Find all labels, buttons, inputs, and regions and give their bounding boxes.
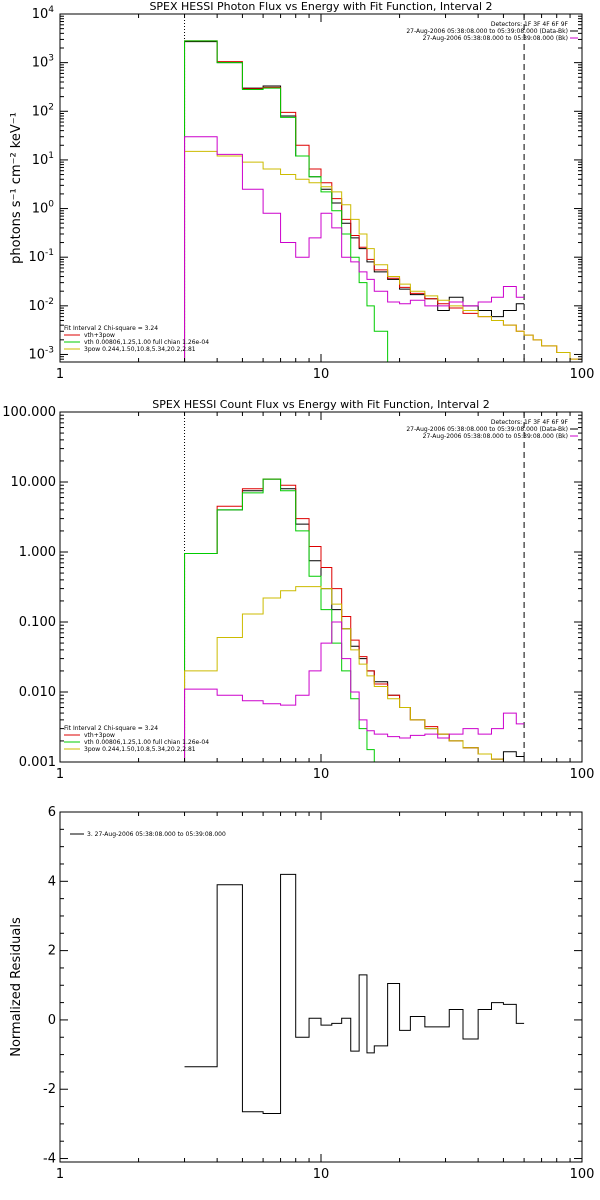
- info-text: 3pow 0.244,1.50,10.8,5.34,20.2,2.81: [84, 746, 196, 753]
- x-tick-label: 1: [56, 1167, 64, 1182]
- chart-2: SPEX HESSI Count Flux vs Energy with Fit…: [2, 398, 594, 782]
- y-tick-label: 104: [32, 5, 55, 22]
- series-line: [184, 873, 525, 1114]
- x-tick-label: 1: [56, 367, 64, 382]
- x-tick-label: 100: [570, 767, 595, 782]
- chart-title: SPEX HESSI Count Flux vs Energy with Fit…: [152, 398, 489, 411]
- series-line: [184, 136, 525, 362]
- y-tick-label: 100: [32, 200, 55, 217]
- series-line: [184, 478, 375, 762]
- info-text: vth 0.00806,1.25,1.00 full chian 1.26e-0…: [84, 339, 209, 346]
- info-text: 27-Aug-2006 05:38:08.000 to 05:39:08.000…: [423, 433, 568, 440]
- y-tick-label: -2: [43, 1082, 56, 1097]
- y-tick-label: 103: [32, 54, 54, 71]
- info-text: Detectors: 1F 3F 4F 6F 9F: [491, 419, 569, 426]
- y-tick-label: 10.000: [11, 475, 57, 490]
- y-tick-label: 4: [48, 874, 56, 889]
- plot-area: [184, 478, 525, 762]
- y-tick-label: 102: [32, 102, 54, 119]
- series-line: [184, 478, 525, 762]
- y-tick-label: 101: [32, 151, 54, 168]
- y-tick-label: 1.000: [19, 545, 56, 560]
- plot-frame: [59, 811, 583, 1163]
- info-text: Fit Interval 2 Chi-square = 3.24: [64, 725, 158, 732]
- y-tick-label: 10-1: [28, 248, 54, 265]
- chart-3: 1 10 100 -4 -2 0 2 4 6 Normalized Residuals 3. 27-…: [9, 805, 594, 1182]
- y-axis-label: Normalized Residuals: [9, 917, 24, 1057]
- x-tick-label: 10: [313, 367, 330, 382]
- series-line: [184, 586, 517, 762]
- info-text: 27-Aug-2006 05:38:08.000 to 05:39:08.000…: [406, 426, 568, 433]
- info-text: vth+3pow: [84, 732, 115, 739]
- x-tick-label: 100: [570, 367, 595, 382]
- info-text: Fit Interval 2 Chi-square = 3.24: [64, 325, 158, 332]
- series-line: [184, 150, 582, 362]
- y-tick-label: 10-2: [28, 297, 54, 314]
- info-text: 27-Aug-2006 05:38:08.000 to 05:39:08.000…: [423, 35, 568, 42]
- x-tick-label: 1: [56, 767, 64, 782]
- info-text: Detectors: 1F 3F 4F 6F 9F: [491, 21, 569, 28]
- y-tick-label: 10-3: [28, 345, 54, 362]
- plot-area: [184, 873, 525, 1114]
- info-text: 27-Aug-2006 05:38:08.000 to 05:39:08.000…: [406, 28, 568, 35]
- info-text: 3. 27-Aug-2006 05:38:08.000 to 05:39:08.…: [87, 831, 226, 838]
- y-tick-label: -4: [43, 1152, 56, 1167]
- info-text: 3pow 0.244,1.50,10.8,5.34,20.2,2.81: [84, 346, 196, 353]
- chart-1: SPEX HESSI Photon Flux vs Energy with Fi…: [9, 0, 594, 382]
- series-line: [184, 41, 525, 362]
- x-tick-label: 10: [313, 1167, 330, 1182]
- x-tick-label: 10: [313, 767, 330, 782]
- series-line: [184, 478, 517, 762]
- series-line: [184, 621, 525, 762]
- chart-title: SPEX HESSI Photon Flux vs Energy with Fi…: [149, 0, 492, 13]
- y-tick-label: 0: [48, 1013, 56, 1028]
- y-tick-label: 0.010: [19, 685, 56, 700]
- info-text: vth 0.00806,1.25,1.00 full chian 1.26e-0…: [84, 739, 209, 746]
- info-text: vth+3pow: [84, 332, 115, 339]
- y-tick-label: 0.100: [19, 615, 56, 630]
- y-axis-label: photons s⁻¹ cm⁻² keV⁻¹: [9, 112, 24, 264]
- y-tick-label: 6: [48, 805, 56, 820]
- y-tick-label: 100.000: [2, 405, 56, 420]
- series-line: [184, 40, 400, 362]
- y-tick-label: 2: [48, 944, 56, 959]
- y-tick-label: 0.001: [19, 755, 56, 770]
- x-tick-label: 100: [570, 1167, 595, 1182]
- plot-area: [184, 40, 582, 362]
